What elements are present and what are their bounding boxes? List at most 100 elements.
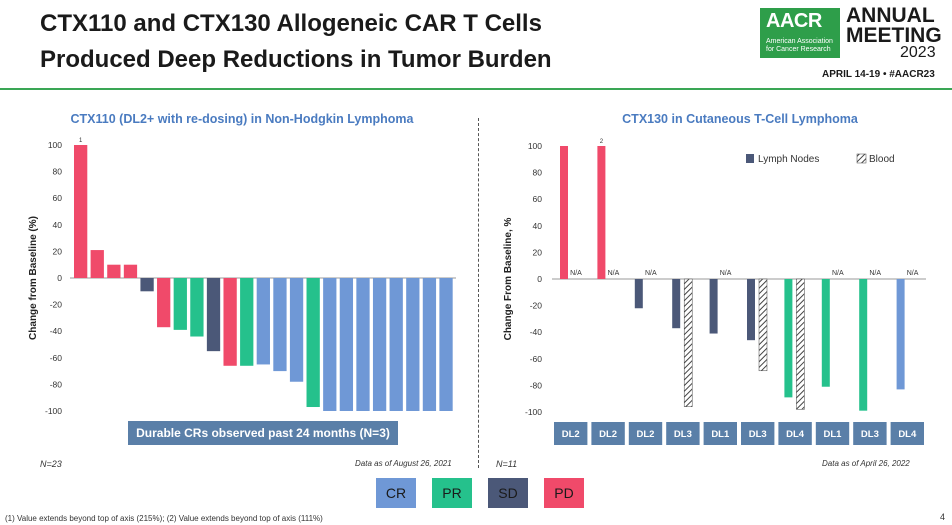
right-y-tick-label: 0 (537, 274, 542, 284)
dose-label: DL3 (861, 429, 879, 440)
page-number: 4 (940, 512, 946, 522)
left-y-tick-label: 20 (53, 246, 63, 256)
right-blood-na: N/A (907, 270, 919, 277)
right-bar-lymph (597, 146, 606, 279)
dose-label: DL2 (599, 429, 617, 440)
right-y-tick-label: -100 (525, 407, 542, 417)
aacr-logo: AACR American Association for Cancer Res… (760, 4, 942, 80)
title-line-1: CTX110 and CTX130 Allogeneic CAR T Cells (40, 10, 542, 37)
left-y-tick-label: 100 (48, 140, 62, 150)
right-y-tick-label: 100 (528, 141, 542, 151)
right-bar-lymph (709, 279, 718, 334)
dose-box (853, 422, 887, 445)
left-bar (372, 278, 387, 411)
left-bar (190, 278, 204, 337)
dose-box (591, 422, 625, 445)
title-line-2: Produced Deep Reductions in Tumor Burden (40, 46, 552, 73)
left-bar (157, 278, 171, 328)
right-bar-lymph (672, 279, 681, 329)
left-bar (223, 278, 237, 366)
left-y-tick-label: 0 (57, 273, 62, 283)
dose-box (666, 422, 700, 445)
right-bar-lymph (560, 146, 568, 279)
right-blood-na: N/A (720, 270, 732, 277)
left-chart-title: CTX110 (DL2+ with re-dosing) in Non-Hodg… (71, 112, 415, 126)
legend-pr: PR (432, 478, 472, 508)
right-y-tick-label: 60 (533, 194, 543, 204)
right-bar-blood (683, 278, 693, 407)
left-bar (140, 278, 154, 292)
right-bar-lymph (821, 279, 830, 387)
left-bar (107, 264, 121, 278)
left-asof-label: Data as of August 26, 2021 (355, 459, 452, 468)
left-y-tick-label: -100 (45, 406, 62, 416)
right-blood-na: N/A (869, 270, 881, 277)
right-annotation: 2 (600, 139, 604, 145)
left-bar (90, 250, 104, 278)
left-bar (439, 278, 453, 411)
left-bar (356, 278, 370, 411)
left-bar (339, 278, 354, 411)
left-bar (256, 278, 270, 365)
dose-box (628, 422, 663, 445)
right-bar-lymph (784, 279, 793, 398)
dose-label: DL3 (674, 429, 692, 440)
right-y-tick-label: -80 (530, 380, 543, 390)
left-bar (123, 264, 138, 278)
page-title: CTX110 and CTX130 Allogeneic CAR T Cells… (40, 6, 552, 78)
right-bar-blood (796, 278, 805, 410)
dose-label: DL4 (786, 429, 805, 440)
dose-box (890, 422, 924, 445)
header-rule (0, 88, 952, 90)
dose-label: DL2 (637, 429, 655, 440)
left-bar (323, 278, 337, 411)
left-y-tick-label: -20 (50, 300, 63, 310)
dose-box (703, 422, 737, 445)
legend-blood-swatch (856, 153, 867, 164)
left-bar (289, 278, 304, 382)
right-bar-lymph (859, 279, 868, 411)
left-y-tick-label: 80 (53, 167, 63, 177)
legend-blood-label: Blood (869, 154, 895, 165)
right-y-tick-label: 80 (533, 168, 543, 178)
left-y-tick-label: -40 (50, 326, 63, 336)
aacr-logo-box: AACR American Association for Cancer Res… (760, 8, 840, 58)
right-blood-na: N/A (608, 270, 620, 277)
right-bar-lymph (896, 279, 905, 390)
dose-box (554, 422, 588, 445)
right-bar-blood (758, 278, 768, 372)
left-bar (173, 278, 187, 330)
meeting-dates: APRIL 14-19 • #AACR23 (822, 69, 935, 80)
left-bar (422, 278, 437, 411)
aacr-brand: AACR (766, 10, 822, 32)
legend-lymph-label: Lymph Nodes (758, 154, 819, 165)
dose-box (778, 422, 812, 445)
left-bar (206, 278, 221, 352)
left-y-tick-label: -60 (50, 353, 63, 363)
aacr-brand-sub: American Association for Cancer Research (766, 38, 833, 54)
right-y-axis-label: Change From Baseline, % (503, 217, 514, 340)
right-bar-lymph (747, 279, 755, 341)
legend-cr: CR (376, 478, 416, 508)
dose-label: DL4 (898, 429, 917, 440)
legend-pd: PD (544, 478, 584, 508)
legend-lymph-swatch (746, 154, 754, 163)
right-chart-title: CTX130 in Cutaneous T-Cell Lymphoma (622, 112, 859, 126)
annual-meeting: ANNUAL MEETING (846, 4, 942, 46)
right-blood-na: N/A (570, 270, 582, 277)
right-y-tick-label: -20 (530, 301, 543, 311)
left-y-axis-label: Change from Baseline (%) (28, 216, 39, 340)
right-y-tick-label: -60 (530, 354, 543, 364)
left-y-tick-label: -80 (50, 379, 63, 389)
left-bar (240, 278, 254, 366)
left-annotation: 1 (79, 138, 83, 144)
response-legend: CR PR SD PD (376, 478, 586, 508)
left-n-label: N=23 (40, 459, 62, 469)
footnote: (1) Value extends beyond top of axis (21… (5, 514, 323, 523)
left-bar (74, 145, 88, 278)
meeting-year: 2023 (900, 44, 936, 61)
annual-text: ANNUAL (846, 4, 935, 27)
dose-box (815, 422, 850, 445)
right-y-tick-label: 20 (533, 247, 543, 257)
